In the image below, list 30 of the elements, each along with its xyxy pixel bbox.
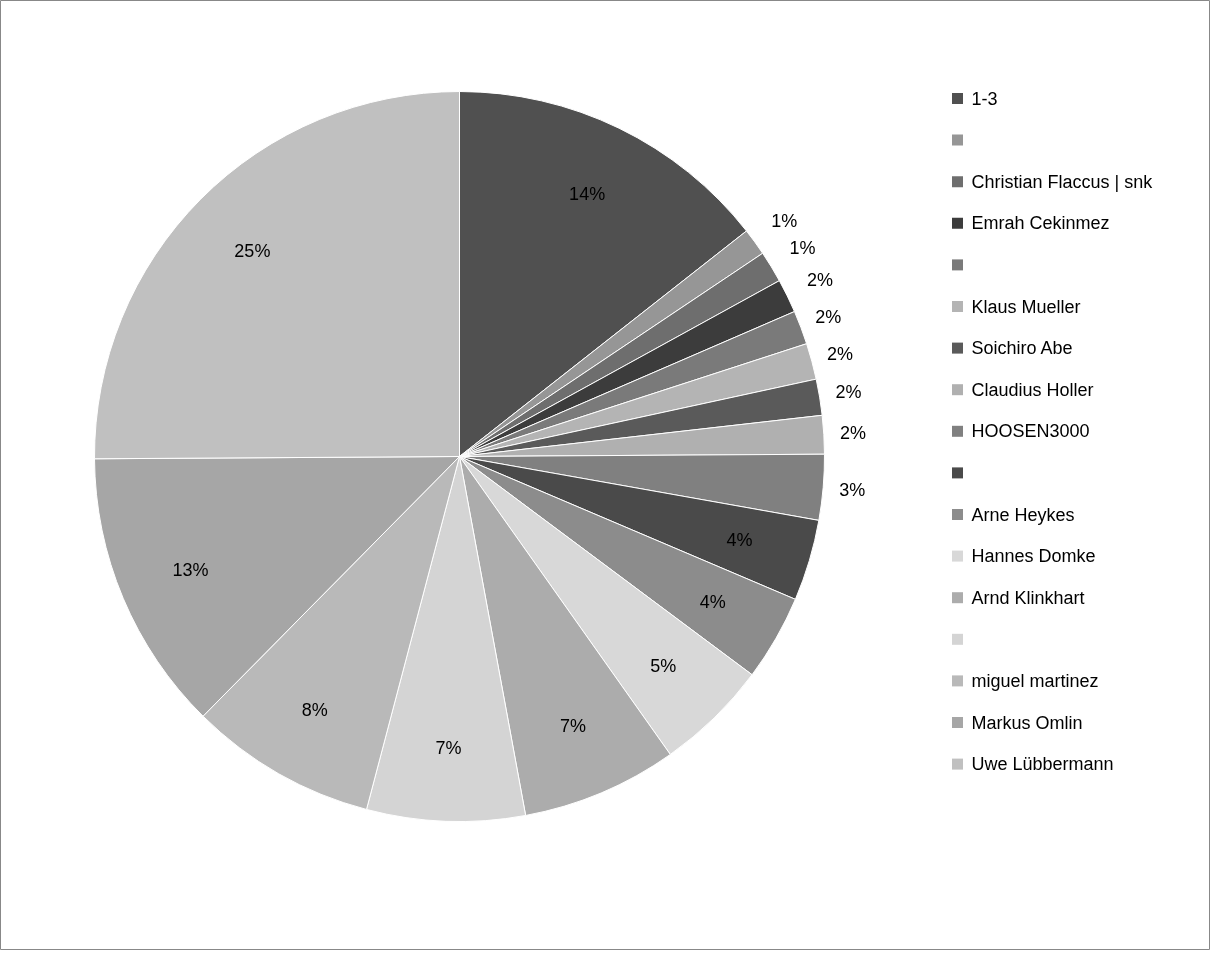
data-label: 7% — [559, 715, 586, 736]
data-label: 2% — [807, 269, 834, 290]
data-label: 4% — [699, 591, 726, 612]
data-label: 7% — [435, 738, 462, 759]
legend-label: Uwe Lübbermann — [971, 754, 1114, 775]
data-label: 13% — [172, 559, 209, 580]
data-label: 2% — [827, 343, 854, 364]
legend-label: Christian Flaccus | snk — [971, 171, 1154, 192]
legend-label: HOOSEN3000 — [971, 421, 1090, 442]
legend-label: Arnd Klinkhart — [971, 587, 1085, 608]
legend-label: Soichiro Abe — [971, 338, 1073, 359]
legend-label: Markus Omlin — [971, 712, 1083, 733]
data-label: 4% — [726, 529, 753, 550]
data-label: 1% — [771, 210, 798, 231]
data-label: 3% — [839, 479, 866, 500]
legend-label: 1-3 — [971, 89, 998, 109]
legend-label: Claudius Holler — [971, 379, 1094, 400]
legend-label: Klaus Mueller — [971, 296, 1081, 317]
data-label: 8% — [301, 700, 328, 721]
data-label: 2% — [839, 422, 867, 443]
data-label: 1% — [789, 237, 816, 258]
data-label: 2% — [815, 307, 842, 328]
data-label: 25% — [234, 240, 271, 261]
legend-label: Emrah Cekinmez — [971, 213, 1110, 234]
legend-label: miguel martinez — [971, 670, 1099, 691]
data-label: 2% — [835, 382, 862, 403]
legend-label: Hannes Domke — [971, 546, 1096, 567]
data-label: 14% — [569, 183, 606, 204]
data-label: 5% — [650, 655, 677, 676]
legend-label: Arne Heykes — [971, 504, 1075, 525]
